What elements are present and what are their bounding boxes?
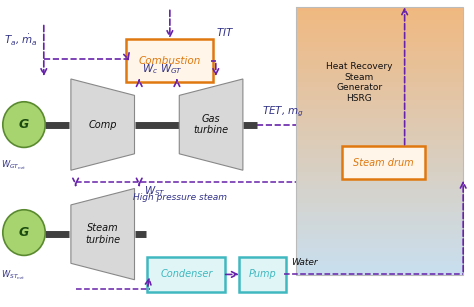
Bar: [296, 172, 463, 177]
Bar: [296, 15, 463, 21]
Ellipse shape: [3, 210, 45, 255]
Bar: [296, 145, 463, 150]
Bar: [296, 69, 463, 74]
Bar: [296, 136, 463, 141]
Polygon shape: [179, 79, 243, 170]
Ellipse shape: [3, 102, 45, 147]
Bar: [296, 185, 463, 190]
Text: G: G: [19, 118, 29, 131]
FancyBboxPatch shape: [126, 39, 213, 82]
Bar: [296, 221, 463, 226]
Bar: [296, 100, 463, 106]
Bar: [296, 105, 463, 110]
Bar: [296, 149, 463, 155]
Bar: [296, 11, 463, 16]
Bar: [296, 38, 463, 43]
Text: Steam
turbine: Steam turbine: [85, 223, 120, 245]
Text: Heat Recovery
Steam
Generator
HSRG: Heat Recovery Steam Generator HSRG: [326, 62, 393, 103]
Bar: [296, 82, 463, 88]
Bar: [296, 167, 463, 173]
Bar: [296, 87, 463, 92]
Bar: [296, 212, 463, 217]
Text: $TIT$: $TIT$: [216, 26, 234, 38]
Bar: [296, 270, 463, 275]
Text: Gas
turbine: Gas turbine: [193, 114, 228, 135]
Text: High pressure steam: High pressure steam: [134, 193, 228, 202]
FancyBboxPatch shape: [147, 257, 225, 292]
Bar: [296, 176, 463, 181]
Bar: [296, 6, 463, 12]
Bar: [296, 56, 463, 61]
Text: $T_a$, $\dot{m}_a$: $T_a$, $\dot{m}_a$: [4, 33, 37, 49]
Bar: [296, 127, 463, 132]
Bar: [296, 194, 463, 199]
Bar: [296, 20, 463, 25]
Bar: [296, 198, 463, 204]
Bar: [296, 163, 463, 168]
Bar: [296, 25, 463, 30]
Bar: [296, 158, 463, 164]
Text: $W_{GT}$: $W_{GT}$: [160, 62, 183, 76]
Bar: [296, 216, 463, 222]
Text: Pump: Pump: [249, 270, 277, 279]
Bar: [296, 154, 463, 159]
FancyBboxPatch shape: [239, 257, 286, 292]
Text: $TET$, $m_g$: $TET$, $m_g$: [262, 104, 304, 119]
Bar: [296, 64, 463, 70]
Bar: [296, 47, 463, 52]
Bar: [296, 7, 463, 275]
Bar: [296, 33, 463, 39]
Bar: [296, 230, 463, 235]
Bar: [296, 189, 463, 195]
Polygon shape: [71, 79, 135, 170]
Bar: [296, 225, 463, 231]
Bar: [296, 252, 463, 257]
Bar: [296, 239, 463, 244]
Bar: [296, 118, 463, 123]
Bar: [296, 29, 463, 34]
Bar: [296, 131, 463, 137]
Text: $W_{GT_{net}}$: $W_{GT_{net}}$: [1, 159, 27, 173]
Text: Condenser: Condenser: [160, 270, 212, 279]
Bar: [296, 265, 463, 271]
Bar: [296, 91, 463, 97]
Bar: [296, 203, 463, 208]
Text: Combustion: Combustion: [139, 56, 201, 66]
Text: Comp: Comp: [89, 120, 117, 130]
Bar: [296, 109, 463, 115]
Bar: [296, 247, 463, 253]
Text: $W_{ST_{net}}$: $W_{ST_{net}}$: [1, 268, 26, 282]
Bar: [296, 243, 463, 248]
Bar: [296, 234, 463, 239]
Bar: [296, 261, 463, 266]
Bar: [296, 207, 463, 213]
Bar: [296, 78, 463, 83]
Text: G: G: [19, 226, 29, 239]
Bar: [296, 114, 463, 119]
Bar: [296, 42, 463, 48]
Bar: [296, 51, 463, 56]
Bar: [296, 122, 463, 128]
Bar: [296, 60, 463, 65]
Polygon shape: [71, 188, 135, 280]
Bar: [296, 73, 463, 79]
Bar: [296, 181, 463, 186]
Text: Steam drum: Steam drum: [353, 157, 414, 168]
Bar: [296, 140, 463, 146]
Bar: [296, 256, 463, 262]
FancyBboxPatch shape: [342, 146, 425, 179]
Text: Water: Water: [291, 258, 318, 267]
Text: $W_c$: $W_c$: [142, 62, 158, 76]
Bar: [296, 96, 463, 101]
Text: $W_{ST}$: $W_{ST}$: [144, 185, 166, 198]
